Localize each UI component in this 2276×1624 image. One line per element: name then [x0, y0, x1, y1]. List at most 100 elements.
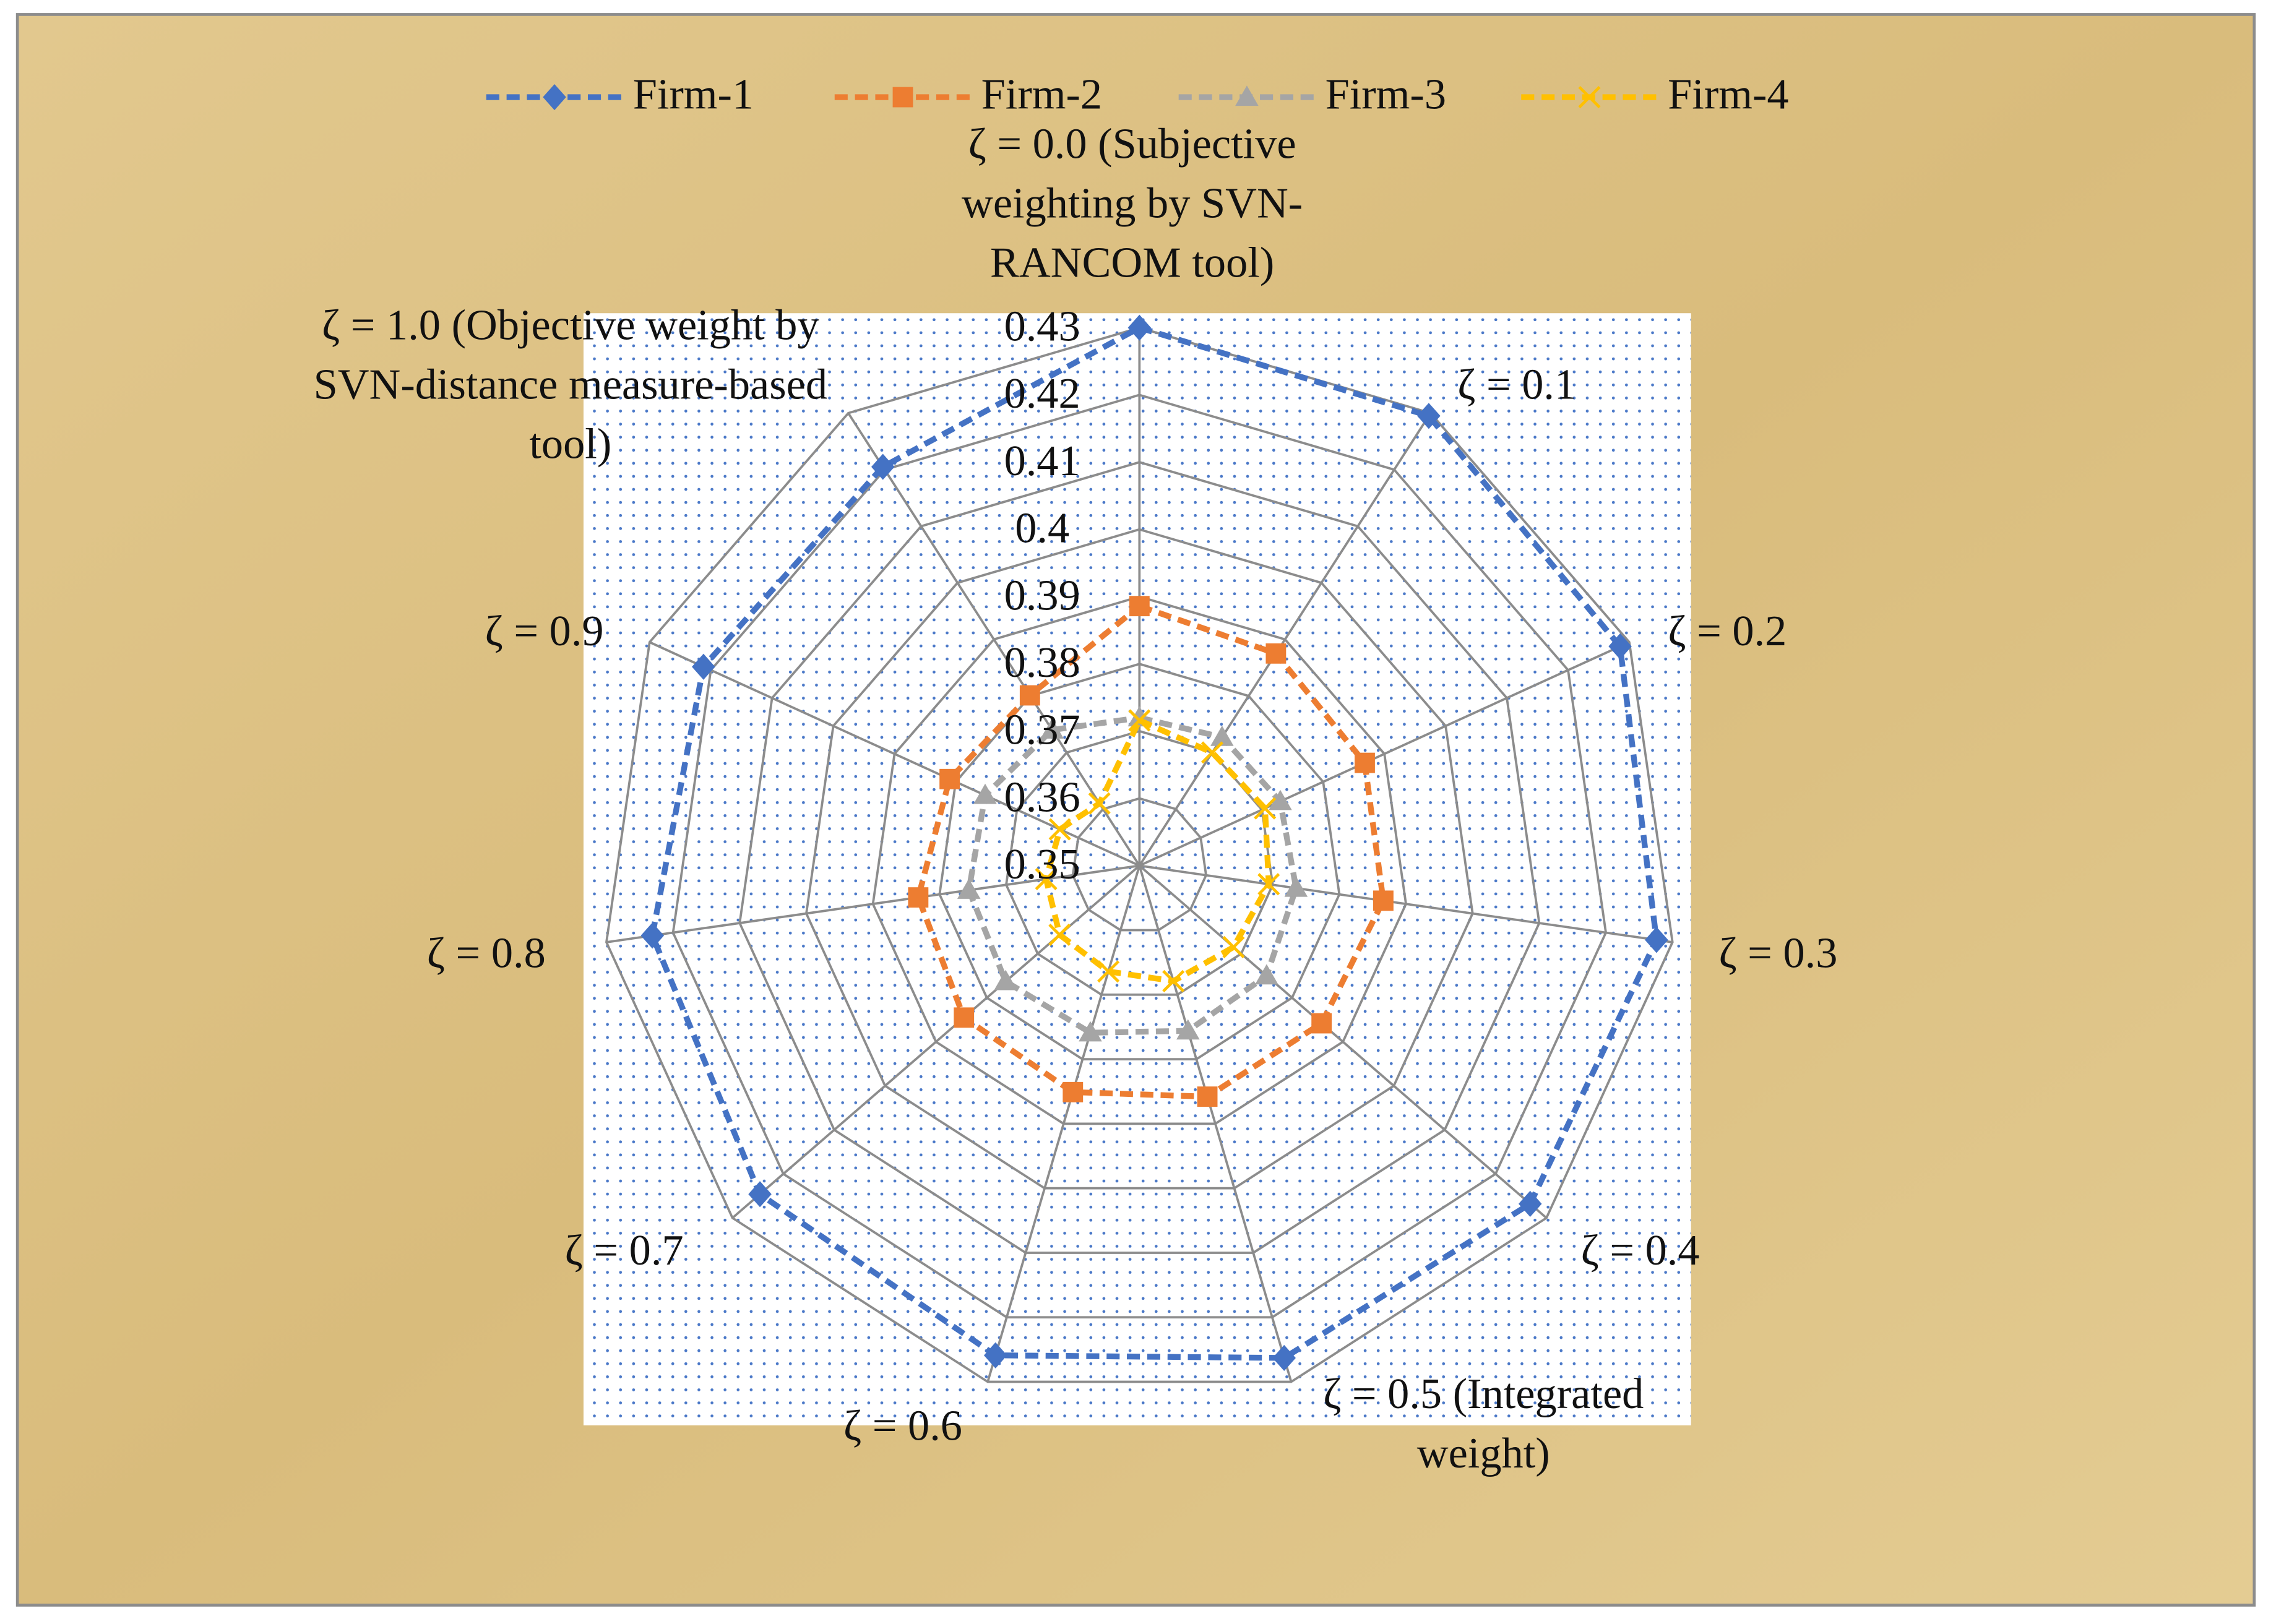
marker: [973, 783, 997, 804]
category-label-wrap: ζ = 0.5 (Integrated weight): [1273, 1315, 1694, 1533]
category-label: ζ = 0.2: [1668, 606, 1787, 655]
spoke: [847, 412, 1140, 867]
marker: [1063, 1081, 1084, 1102]
series-group: [640, 314, 1668, 1372]
spoke: [1139, 864, 1548, 1219]
category-label: ζ = 0.8: [426, 929, 546, 977]
category-label-wrap: ζ = 0.8: [392, 844, 580, 1062]
category-label-box: ζ = 0.7: [530, 1141, 718, 1359]
category-label-box: ζ = 0.9: [450, 522, 639, 740]
category-label-wrap: ζ = 0.3: [1684, 844, 1873, 1062]
spoke: [1139, 864, 1673, 943]
marker: [1176, 1019, 1200, 1040]
r-tick-label: 0.35: [1004, 840, 1080, 888]
category-label-wrap: ζ = 1.0 (Objective weight by SVN-distanc…: [309, 275, 832, 493]
marker: [692, 653, 715, 680]
marker: [1097, 960, 1120, 983]
marker: [748, 1181, 772, 1208]
marker: [1272, 1344, 1296, 1372]
grid: [605, 326, 1674, 1383]
grid-ring: [938, 663, 1341, 1060]
marker: [1222, 935, 1245, 958]
marker: [1162, 969, 1185, 992]
category-label: ζ = 0.3: [1718, 929, 1838, 977]
spoke: [1138, 865, 1293, 1383]
r-tick-label: 0.36: [1004, 773, 1080, 821]
marker: [1373, 890, 1394, 911]
marker: [1210, 725, 1234, 746]
marker: [1035, 867, 1058, 890]
marker: [1518, 1190, 1542, 1217]
category-label-box: ζ = 0.6: [809, 1317, 998, 1534]
labels: 0.35 0.36 0.37 0.38 0.39 0.4 0.41 0.42 0.43 ζ = 0…: [309, 94, 1873, 1534]
marker: [1269, 789, 1292, 810]
marker: [954, 1007, 975, 1028]
spoke: [986, 865, 1141, 1383]
marker: [871, 453, 895, 480]
category-label: ζ = 0.1: [1457, 360, 1577, 408]
grid-ring: [805, 528, 1474, 1190]
legend-label: Firm-2: [981, 71, 1102, 119]
category-label: ζ = 0.7: [564, 1226, 684, 1274]
spoke: [1139, 641, 1630, 867]
grid-ring: [871, 595, 1407, 1125]
marker: [1284, 876, 1308, 897]
marker: [1128, 709, 1151, 732]
category-label-box: ζ = 0.0 (Subjective weighting by SVN-RAN…: [915, 94, 1350, 312]
legend-label: Firm-1: [633, 71, 754, 119]
marker: [640, 922, 665, 949]
category-label: ζ = 0.0 (Subjective weighting by SVN-RAN…: [962, 119, 1303, 286]
category-label-box: ζ = 0.1: [1423, 275, 1611, 493]
marker: [1088, 792, 1111, 815]
marker: [892, 87, 913, 108]
category-label-box: ζ = 0.8: [392, 844, 580, 1062]
marker: [1197, 1086, 1218, 1107]
grid-ring: [671, 393, 1607, 1319]
category-label-box: ζ = 0.5 (Integrated weight): [1273, 1315, 1694, 1533]
grid-ring: [1071, 797, 1207, 932]
legend-label: Firm-4: [1668, 71, 1788, 119]
marker: [1255, 964, 1278, 985]
category-label-box: ζ = 0.3: [1684, 844, 1873, 1062]
legend-label: Firm-3: [1326, 71, 1446, 119]
r-tick-label: 0.4: [1015, 504, 1069, 552]
spoke: [1138, 412, 1432, 867]
marker: [543, 84, 566, 111]
category-label: ζ = 0.5 (Integrated weight): [1323, 1370, 1644, 1478]
marker: [1201, 741, 1224, 764]
marker: [1265, 643, 1287, 664]
marker: [908, 887, 929, 908]
marker: [1048, 818, 1071, 841]
grid-ring: [605, 326, 1674, 1383]
marker: [957, 879, 981, 899]
category-label-box: ζ = 0.2: [1633, 522, 1822, 740]
marker: [1129, 596, 1150, 617]
category-label-wrap: ζ = 0.0 (Subjective weighting by SVN-RAN…: [915, 94, 1350, 312]
category-label: ζ = 1.0 (Objective weight by SVN-distanc…: [313, 301, 828, 468]
spoke: [606, 864, 1140, 943]
series-line: [965, 715, 1300, 1036]
r-tick-label: 0.42: [1004, 369, 1080, 418]
marker: [1311, 1013, 1332, 1034]
series-line: [649, 324, 1660, 1361]
marker: [1355, 752, 1375, 773]
category-label-wrap: ζ = 0.6: [809, 1317, 998, 1534]
legend: Firm-1 Firm-2 Firm-3 Firm-4: [486, 71, 1789, 119]
category-label: ζ = 0.6: [843, 1401, 962, 1450]
category-label: ζ = 0.9: [485, 606, 604, 655]
category-label-wrap: ζ = 0.1: [1423, 275, 1611, 493]
category-label-wrap: ζ = 0.7: [530, 1141, 718, 1359]
marker: [1645, 927, 1668, 953]
r-tick-label: 0.37: [1004, 706, 1080, 754]
category-label: ζ = 0.4: [1580, 1226, 1700, 1274]
spoke: [731, 864, 1140, 1219]
category-label-wrap: ζ = 0.9: [450, 522, 639, 740]
category-label-wrap: ζ = 0.2: [1633, 522, 1822, 740]
marker: [1019, 685, 1040, 706]
marker: [1079, 1021, 1102, 1042]
category-label-wrap: ζ = 0.4: [1546, 1141, 1735, 1359]
category-label-box: ζ = 0.4: [1546, 1141, 1735, 1359]
marker: [1257, 873, 1280, 896]
